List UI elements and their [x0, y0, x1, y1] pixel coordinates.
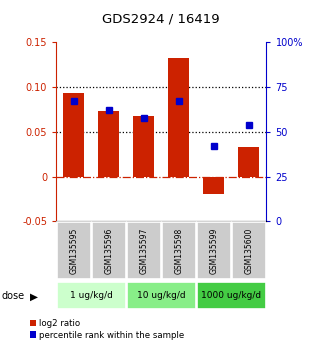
Bar — [63, 93, 84, 177]
Text: GSM135597: GSM135597 — [139, 227, 148, 274]
Text: GSM135600: GSM135600 — [244, 227, 253, 274]
Text: 10 ug/kg/d: 10 ug/kg/d — [137, 291, 186, 300]
Bar — [98, 111, 119, 177]
Bar — [239, 147, 259, 177]
Text: dose: dose — [2, 291, 25, 301]
Bar — [232, 222, 266, 279]
Bar — [126, 222, 161, 279]
Text: ▶: ▶ — [30, 291, 38, 301]
Bar — [56, 222, 91, 279]
Bar — [56, 282, 126, 309]
Bar — [168, 58, 189, 177]
Text: GDS2924 / 16419: GDS2924 / 16419 — [102, 12, 219, 25]
Bar — [162, 222, 196, 279]
Bar — [197, 282, 266, 309]
Text: 1000 ug/kg/d: 1000 ug/kg/d — [201, 291, 261, 300]
Text: GSM135595: GSM135595 — [69, 227, 78, 274]
Text: GSM135596: GSM135596 — [104, 227, 113, 274]
Bar — [133, 116, 154, 177]
Bar — [126, 282, 196, 309]
Bar — [203, 177, 224, 194]
Legend: log2 ratio, percentile rank within the sample: log2 ratio, percentile rank within the s… — [30, 319, 185, 339]
Bar — [91, 222, 126, 279]
Text: 1 ug/kg/d: 1 ug/kg/d — [70, 291, 113, 300]
Text: GSM135598: GSM135598 — [174, 227, 183, 274]
Bar — [197, 222, 231, 279]
Text: GSM135599: GSM135599 — [209, 227, 218, 274]
